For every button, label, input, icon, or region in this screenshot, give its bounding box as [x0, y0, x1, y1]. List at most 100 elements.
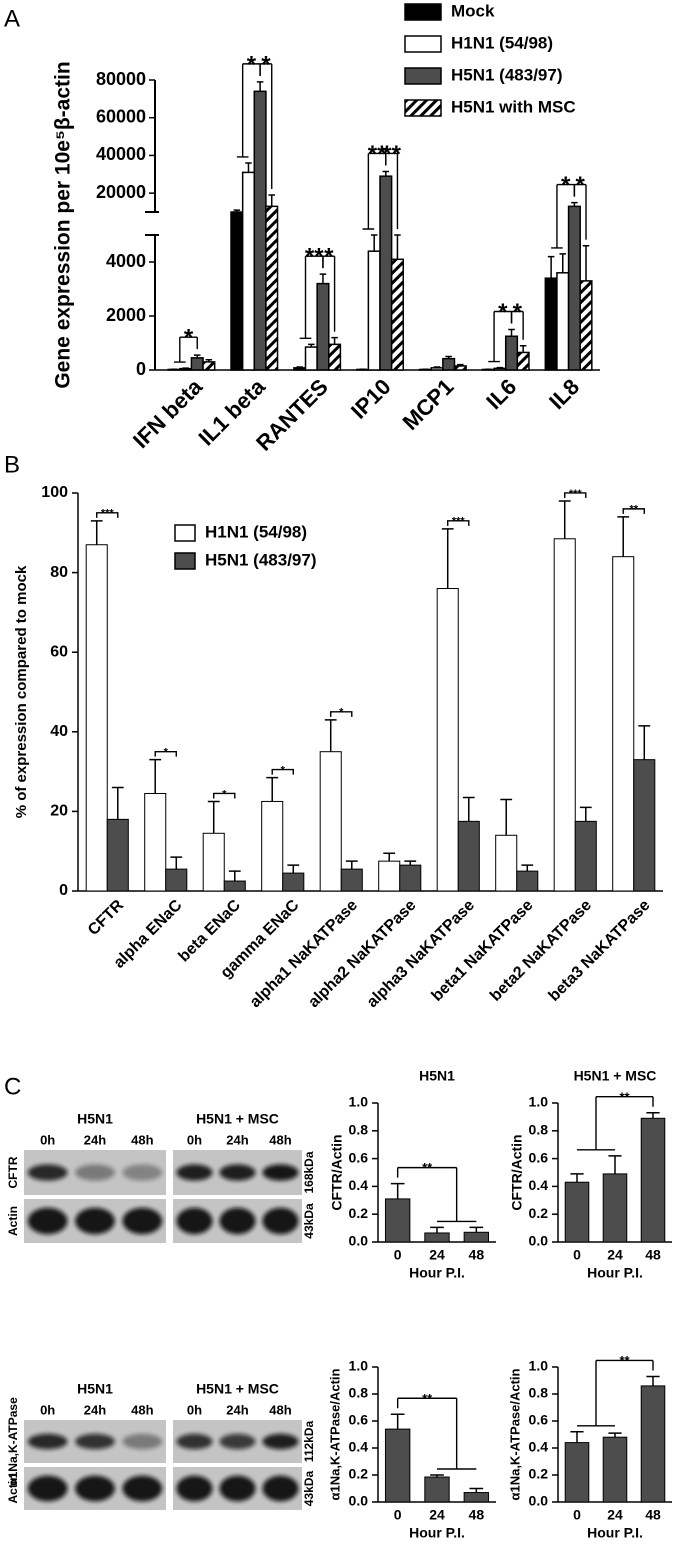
significance-bracket — [510, 310, 524, 340]
blot-band — [262, 1433, 299, 1450]
error-bar — [617, 516, 630, 557]
error-bar — [441, 528, 454, 589]
legend-label: H5N1 (483/97) — [451, 65, 563, 84]
significance-label: * — [498, 299, 508, 326]
bar — [319, 751, 342, 892]
bar — [567, 205, 581, 371]
y-tick-label: 0.2 — [529, 1466, 549, 1482]
bar — [442, 357, 456, 371]
bar — [202, 832, 225, 892]
y-tick-label: 2000 — [106, 305, 146, 325]
y-tick-label: 0.6 — [349, 1412, 369, 1428]
significance-bracket — [488, 310, 513, 363]
blot-band — [75, 1207, 115, 1235]
legend-swatch — [404, 35, 442, 53]
error-bar — [324, 719, 337, 752]
bar — [495, 834, 518, 892]
y-tick-label: 100 — [41, 484, 68, 501]
error-bar — [205, 358, 213, 362]
blot-time: 0h — [40, 1402, 55, 1417]
bar — [424, 1232, 450, 1243]
y-tick-label: 60000 — [96, 106, 146, 126]
error-bar — [370, 234, 378, 252]
y-tick-label: 0.4 — [529, 1177, 549, 1193]
bar — [457, 820, 480, 892]
blot-band — [219, 1207, 256, 1235]
y-tick-label: 0 — [136, 359, 146, 379]
x-tick-label: 48 — [469, 1247, 485, 1263]
x-tick-label: 0 — [573, 1247, 581, 1263]
significance-bracket — [362, 152, 387, 230]
bar — [463, 1492, 490, 1503]
bar — [633, 759, 656, 892]
y-tick-label: 0.4 — [529, 1439, 549, 1455]
bar — [241, 171, 256, 371]
error-bar — [228, 870, 241, 882]
blot-time: 24h — [226, 1132, 248, 1147]
legend-swatch — [174, 552, 196, 570]
significance-label: * — [561, 172, 571, 199]
bar — [85, 544, 108, 892]
error-bar — [308, 343, 315, 348]
blot-band — [219, 1433, 256, 1450]
significance-bracket — [577, 1359, 654, 1427]
error-bar — [90, 520, 103, 545]
x-tick-label: IFN beta — [128, 373, 208, 453]
blot-band — [122, 1475, 163, 1502]
error-bar — [445, 355, 452, 359]
bar — [516, 870, 539, 892]
legend-label: H5N1 with MSC — [451, 97, 576, 116]
blot-band — [122, 1164, 163, 1181]
legend-swatch — [174, 524, 196, 542]
blot-time: 0h — [187, 1402, 202, 1417]
x-axis-label: Hour P.I. — [409, 1265, 465, 1281]
error-bar — [331, 336, 338, 345]
significance-label: * — [324, 244, 334, 271]
y-tick-label: 40 — [50, 723, 68, 740]
bar — [106, 818, 129, 892]
panel-letter: A — [4, 5, 20, 32]
legend-label: H5N1 (483/97) — [205, 550, 317, 569]
bar — [602, 1173, 628, 1243]
blot-time: 24h — [84, 1132, 106, 1147]
significance-bracket — [396, 1166, 477, 1223]
bar — [556, 272, 570, 371]
error-bar — [558, 500, 571, 539]
error-bar — [296, 366, 303, 368]
error-bar — [547, 255, 555, 279]
error-bar — [319, 273, 327, 284]
y-axis-label: CFTR/Actin — [509, 1134, 525, 1210]
blot-band — [176, 1475, 213, 1502]
blot-band — [176, 1164, 213, 1181]
legend-swatch — [404, 67, 442, 85]
error-bar — [383, 852, 396, 862]
error-bar — [266, 776, 279, 802]
bar — [328, 343, 342, 371]
blot-time: 0h — [40, 1132, 55, 1147]
y-tick-label: 0.4 — [349, 1177, 369, 1193]
blot-band — [27, 1207, 68, 1235]
x-tick-label: IP10 — [346, 374, 396, 424]
blot-target-label: CFTR — [6, 1156, 20, 1188]
blot-band — [219, 1475, 256, 1502]
significance-bracket — [271, 768, 294, 775]
blot-time: 48h — [269, 1132, 291, 1147]
error-bar — [508, 328, 515, 337]
error-bar — [111, 786, 124, 820]
blot-band — [75, 1433, 115, 1450]
error-bar — [233, 209, 241, 212]
error-bar — [430, 1226, 444, 1233]
blot-band — [262, 1475, 299, 1502]
error-bar — [496, 366, 504, 369]
y-tick-label: 20 — [50, 803, 68, 820]
y-tick-label: 20000 — [96, 182, 146, 202]
significance-bracket — [213, 792, 236, 799]
significance-label: * — [339, 707, 344, 719]
bar — [340, 868, 363, 892]
blot-band — [27, 1433, 68, 1450]
bar — [282, 872, 305, 892]
x-tick-label: beta3 NaKATPase — [546, 897, 654, 1005]
x-axis-label: Hour P.I. — [587, 1265, 643, 1281]
x-tick-label: IL8 — [544, 374, 584, 414]
